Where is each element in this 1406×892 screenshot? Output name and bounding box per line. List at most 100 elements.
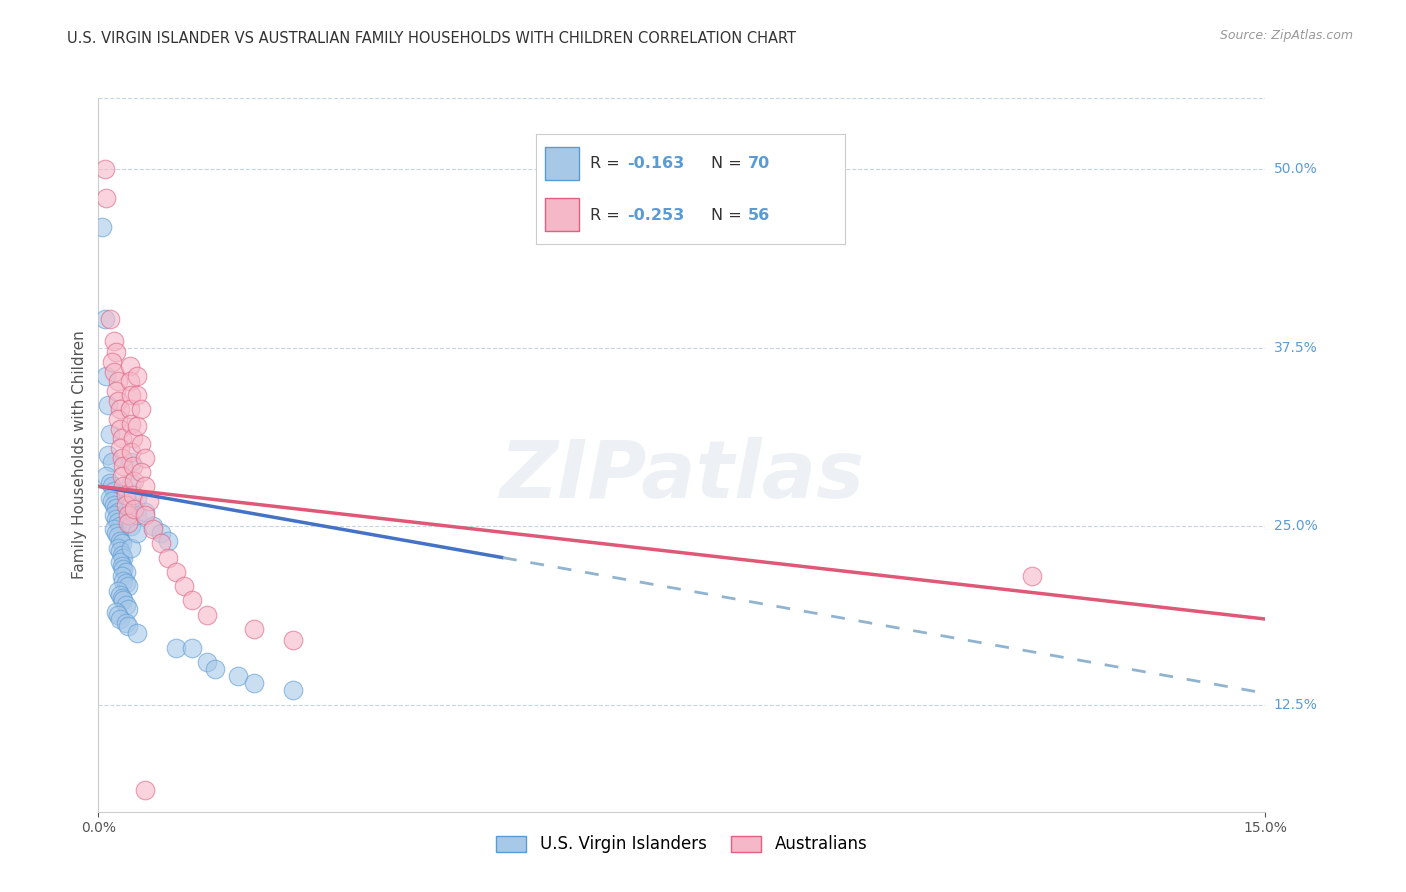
Point bbox=[108, 441, 131, 455]
Point bbox=[122, 502, 145, 516]
Point bbox=[127, 388, 149, 402]
Point bbox=[93, 162, 115, 177]
Point bbox=[180, 593, 202, 607]
Point bbox=[97, 448, 120, 462]
Point bbox=[96, 369, 118, 384]
Point bbox=[103, 365, 125, 379]
Point bbox=[117, 579, 139, 593]
Point bbox=[98, 491, 121, 505]
Point bbox=[112, 479, 135, 493]
Point bbox=[281, 683, 304, 698]
Point bbox=[93, 312, 115, 326]
Point bbox=[134, 450, 156, 465]
Point bbox=[117, 508, 139, 522]
Point bbox=[108, 555, 131, 569]
Point bbox=[112, 562, 135, 576]
Point bbox=[157, 550, 180, 565]
Point bbox=[134, 508, 156, 522]
Point bbox=[104, 500, 127, 515]
Y-axis label: Family Households with Children: Family Households with Children bbox=[72, 331, 87, 579]
Point bbox=[101, 493, 124, 508]
Point bbox=[129, 465, 152, 479]
Point bbox=[103, 334, 125, 348]
Point bbox=[120, 417, 142, 431]
Point bbox=[1021, 569, 1043, 583]
Point bbox=[104, 526, 127, 541]
Point bbox=[107, 515, 129, 529]
Point bbox=[103, 483, 125, 498]
Point bbox=[114, 565, 136, 579]
Point bbox=[111, 469, 134, 483]
Point bbox=[117, 619, 139, 633]
Point bbox=[149, 526, 172, 541]
Point bbox=[173, 579, 195, 593]
Point bbox=[120, 541, 142, 555]
Point bbox=[134, 479, 156, 493]
Point bbox=[120, 498, 142, 512]
Point bbox=[108, 612, 131, 626]
Point bbox=[98, 312, 121, 326]
Point bbox=[103, 522, 125, 536]
Point bbox=[195, 655, 218, 669]
Text: 12.5%: 12.5% bbox=[1274, 698, 1317, 712]
Point bbox=[107, 505, 129, 519]
Point bbox=[111, 569, 134, 583]
Point bbox=[121, 459, 143, 474]
Point bbox=[114, 616, 136, 631]
Text: ZIPatlas: ZIPatlas bbox=[499, 437, 865, 516]
Point bbox=[97, 398, 120, 412]
Point bbox=[111, 548, 134, 562]
Point bbox=[114, 488, 136, 502]
Point bbox=[228, 669, 250, 683]
Point bbox=[120, 445, 142, 459]
Point bbox=[101, 355, 124, 369]
Point bbox=[108, 422, 131, 436]
Point bbox=[104, 605, 127, 619]
Point bbox=[107, 393, 129, 408]
Point bbox=[117, 516, 139, 531]
Point bbox=[108, 533, 131, 548]
Point bbox=[157, 533, 180, 548]
Point bbox=[118, 374, 141, 388]
Text: 37.5%: 37.5% bbox=[1274, 341, 1317, 355]
Point bbox=[120, 519, 142, 533]
Point bbox=[111, 559, 134, 574]
Point bbox=[118, 402, 141, 417]
Point bbox=[112, 550, 135, 565]
Point bbox=[114, 598, 136, 612]
Point bbox=[107, 583, 129, 598]
Point bbox=[108, 402, 131, 417]
Point bbox=[107, 607, 129, 622]
Point bbox=[104, 384, 127, 398]
Point bbox=[180, 640, 202, 655]
Point bbox=[138, 493, 160, 508]
Point bbox=[243, 676, 266, 690]
Point bbox=[96, 469, 118, 483]
Point bbox=[104, 345, 127, 359]
Point bbox=[101, 455, 124, 469]
Point bbox=[127, 419, 149, 434]
Legend: U.S. Virgin Islanders, Australians: U.S. Virgin Islanders, Australians bbox=[496, 835, 868, 854]
Text: 50.0%: 50.0% bbox=[1274, 162, 1317, 177]
Point bbox=[104, 488, 127, 502]
Point bbox=[120, 388, 142, 402]
Point bbox=[142, 522, 165, 536]
Point bbox=[101, 479, 124, 493]
Point bbox=[281, 633, 304, 648]
Point bbox=[112, 459, 135, 474]
Point bbox=[107, 529, 129, 543]
Point bbox=[103, 498, 125, 512]
Point bbox=[127, 491, 149, 505]
Point bbox=[107, 541, 129, 555]
Point bbox=[114, 576, 136, 591]
Point bbox=[121, 488, 143, 502]
Point bbox=[165, 565, 187, 579]
Point bbox=[96, 191, 118, 205]
Point bbox=[122, 474, 145, 488]
Point bbox=[120, 476, 142, 491]
Point bbox=[118, 359, 141, 374]
Point bbox=[243, 622, 266, 636]
Point bbox=[127, 508, 149, 522]
Point bbox=[98, 476, 121, 491]
Point bbox=[127, 626, 149, 640]
